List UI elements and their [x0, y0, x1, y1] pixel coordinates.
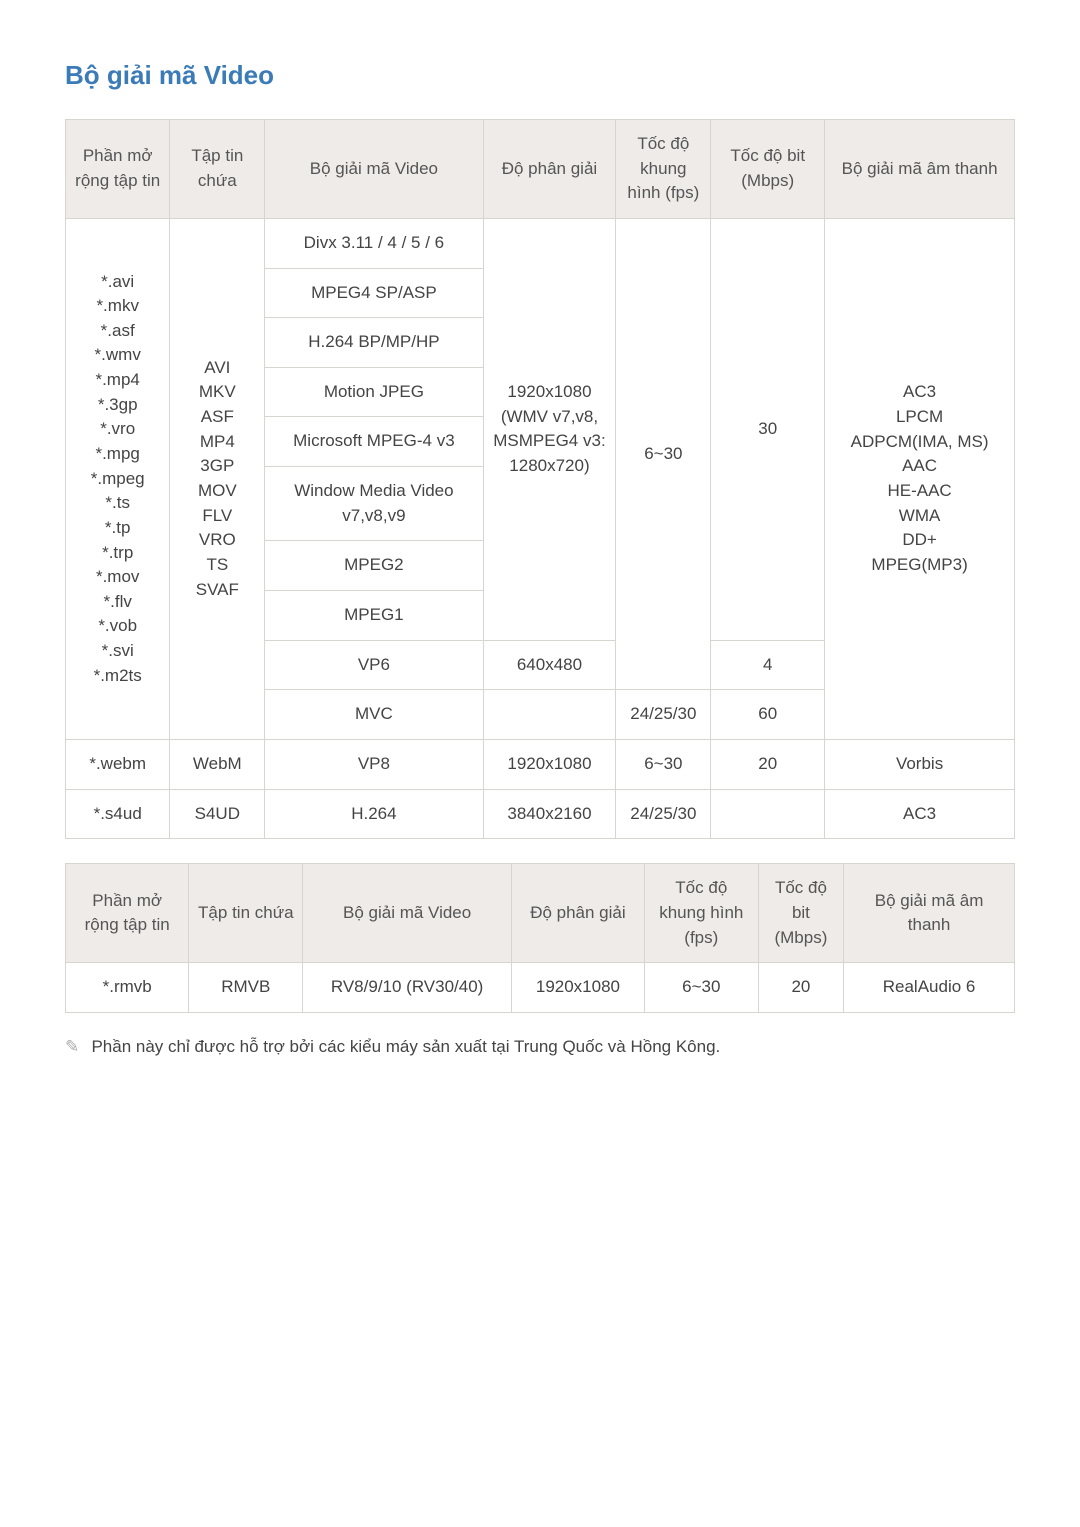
- cell-vcodec: VP8: [265, 739, 483, 789]
- cell-empty: [483, 690, 616, 740]
- th-fps: Tốc độ khung hình (fps): [644, 864, 758, 963]
- cell-bitrate: 20: [758, 963, 843, 1013]
- cell-container: WebM: [170, 739, 265, 789]
- cell-container: S4UD: [170, 789, 265, 839]
- cell-fps: 6~30: [616, 739, 711, 789]
- th-container: Tập tin chứa: [189, 864, 303, 963]
- cell-fps: 6~30: [644, 963, 758, 1013]
- page-title: Bộ giải mã Video: [65, 60, 1015, 91]
- cell-res-main: 1920x1080 (WMV v7,v8, MSMPEG4 v3: 1280x7…: [483, 218, 616, 640]
- table-header-row: Phần mở rộng tập tin Tập tin chứa Bộ giả…: [66, 864, 1015, 963]
- cell-ext: *.rmvb: [66, 963, 189, 1013]
- cell-res: 1920x1080: [483, 739, 616, 789]
- cell-acodec: Vorbis: [825, 739, 1015, 789]
- th-acodec: Bộ giải mã âm thanh: [825, 120, 1015, 219]
- th-container: Tập tin chứa: [170, 120, 265, 219]
- cell-vcodec: RV8/9/10 (RV30/40): [303, 963, 512, 1013]
- th-vcodec: Bộ giải mã Video: [303, 864, 512, 963]
- table-row: *.rmvb RMVB RV8/9/10 (RV30/40) 1920x1080…: [66, 963, 1015, 1013]
- cell-res: 1920x1080: [512, 963, 645, 1013]
- cell-vcodec: Motion JPEG: [265, 367, 483, 417]
- th-acodec: Bộ giải mã âm thanh: [844, 864, 1015, 963]
- th-bitrate: Tốc độ bit (Mbps): [758, 864, 843, 963]
- th-resolution: Độ phân giải: [512, 864, 645, 963]
- video-decoder-table-1: Phần mở rộng tập tin Tập tin chứa Bộ giả…: [65, 119, 1015, 839]
- cell-vp6-res: 640x480: [483, 640, 616, 690]
- cell-container: RMVB: [189, 963, 303, 1013]
- cell-vcodec: H.264: [265, 789, 483, 839]
- th-vcodec: Bộ giải mã Video: [265, 120, 483, 219]
- cell-acodec-main: AC3 LPCM ADPCM(IMA, MS) AAC HE-AAC WMA D…: [825, 218, 1015, 739]
- cell-acodec: AC3: [825, 789, 1015, 839]
- th-resolution: Độ phân giải: [483, 120, 616, 219]
- cell-res: 3840x2160: [483, 789, 616, 839]
- table-header-row: Phần mở rộng tập tin Tập tin chứa Bộ giả…: [66, 120, 1015, 219]
- th-ext: Phần mở rộng tập tin: [66, 120, 170, 219]
- cell-ext: *.webm: [66, 739, 170, 789]
- cell-fps-main: 6~30: [616, 218, 711, 689]
- footnote: ✎ Phần này chỉ được hỗ trợ bởi các kiểu …: [65, 1037, 1015, 1057]
- th-bitrate: Tốc độ bit (Mbps): [711, 120, 825, 219]
- cell-acodec: RealAudio 6: [844, 963, 1015, 1013]
- cell-bitrate: [711, 789, 825, 839]
- cell-bitrate-main: 30: [711, 218, 825, 640]
- table-row: *.webm WebM VP8 1920x1080 6~30 20 Vorbis: [66, 739, 1015, 789]
- cell-fps: 24/25/30: [616, 789, 711, 839]
- cell-vcodec: MPEG4 SP/ASP: [265, 268, 483, 318]
- th-ext: Phần mở rộng tập tin: [66, 864, 189, 963]
- cell-vcodec: Window Media Video v7,v8,v9: [265, 467, 483, 541]
- pencil-icon: ✎: [65, 1037, 87, 1057]
- cell-ext: *.s4ud: [66, 789, 170, 839]
- cell-container-list: AVI MKV ASF MP4 3GP MOV FLV VRO TS SVAF: [170, 218, 265, 739]
- cell-vcodec: MPEG2: [265, 541, 483, 591]
- cell-vcodec: MVC: [265, 690, 483, 740]
- cell-vcodec: VP6: [265, 640, 483, 690]
- video-decoder-table-2: Phần mở rộng tập tin Tập tin chứa Bộ giả…: [65, 863, 1015, 1013]
- cell-vcodec: H.264 BP/MP/HP: [265, 318, 483, 368]
- cell-vcodec: Microsoft MPEG-4 v3: [265, 417, 483, 467]
- th-fps: Tốc độ khung hình (fps): [616, 120, 711, 219]
- table-row: *.avi *.mkv *.asf *.wmv *.mp4 *.3gp *.vr…: [66, 218, 1015, 268]
- cell-bitrate: 20: [711, 739, 825, 789]
- table-row: *.s4ud S4UD H.264 3840x2160 24/25/30 AC3: [66, 789, 1015, 839]
- cell-mvc-fps: 24/25/30: [616, 690, 711, 740]
- cell-vp6-bitrate: 4: [711, 640, 825, 690]
- cell-mvc-bitrate: 60: [711, 690, 825, 740]
- cell-vcodec: MPEG1: [265, 591, 483, 641]
- footnote-text: Phần này chỉ được hỗ trợ bởi các kiểu má…: [91, 1037, 720, 1057]
- cell-ext-list: *.avi *.mkv *.asf *.wmv *.mp4 *.3gp *.vr…: [66, 218, 170, 739]
- cell-vcodec: Divx 3.11 / 4 / 5 / 6: [265, 218, 483, 268]
